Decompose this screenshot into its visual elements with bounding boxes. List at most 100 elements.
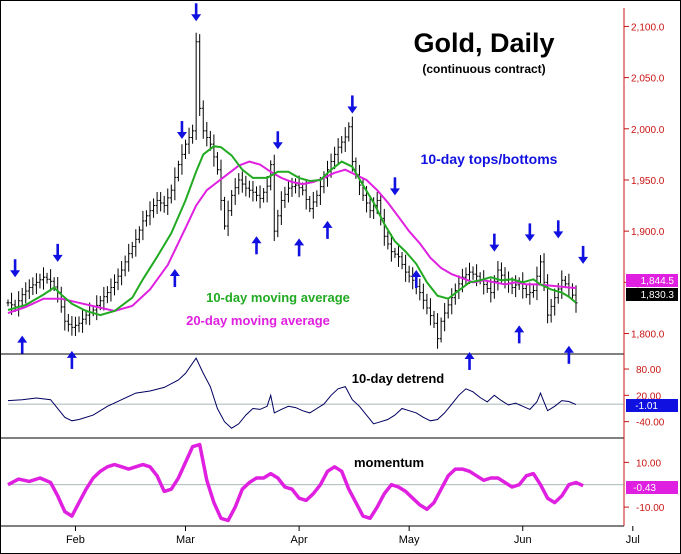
chart-title: Gold, Daily (413, 28, 554, 58)
x-axis-tick-label: Jul (626, 534, 640, 546)
price-bar (230, 190, 234, 216)
price-bar (127, 243, 131, 272)
price-bar (258, 185, 262, 209)
bottom-arrow (563, 345, 574, 364)
arrow-head (322, 220, 333, 228)
arrow-head (489, 244, 500, 252)
price-bar (24, 282, 28, 304)
momentum-line (7, 442, 584, 523)
x-axis: Feb Mar Apr May Jun Jul (66, 526, 640, 546)
x-axis-tick-label: May (399, 534, 420, 546)
price-bar (208, 130, 212, 151)
ma10-line (7, 145, 577, 317)
price-bar (187, 127, 191, 154)
bottom-arrow (17, 335, 28, 354)
price-bar (144, 210, 148, 227)
bottom-arrow (411, 270, 422, 289)
bottom-arrow (251, 236, 262, 255)
price-bar (421, 283, 425, 310)
ma10-label: 10-day moving average (206, 290, 350, 305)
price-bar (176, 160, 180, 182)
arrow-head (52, 254, 63, 262)
bottom-arrow (66, 350, 77, 369)
price-bar (105, 286, 109, 304)
price-bar (116, 268, 120, 291)
price-bar (6, 299, 10, 307)
bottom-arrow (322, 220, 333, 239)
top-arrow (10, 259, 21, 278)
price-axis-tick-label: 1,800.0 (631, 330, 665, 341)
arrow-head (169, 269, 180, 277)
x-axis-tick-label: Mar (176, 534, 195, 546)
price-axis-tick-label: 1,950.0 (631, 176, 665, 187)
price-bar (347, 122, 351, 142)
price-bar (130, 241, 134, 259)
price-bar (141, 210, 145, 241)
price-bar (524, 285, 528, 299)
arrow-head (411, 270, 422, 278)
bottom-arrow (514, 325, 525, 344)
price-bar (109, 278, 113, 302)
price-bar (432, 310, 436, 329)
price-bar (113, 274, 116, 296)
price-bar (539, 255, 542, 284)
tops-bottoms-label: 10-day tops/bottoms (421, 151, 558, 167)
top-arrow (191, 3, 202, 22)
price-bar (247, 180, 251, 198)
price-bar (134, 229, 138, 257)
price-axis-tick-label: 1,900.0 (631, 227, 665, 238)
price-bar (244, 175, 248, 197)
arrow-head (191, 14, 202, 22)
price-bar (535, 266, 539, 301)
price-bar (120, 261, 124, 286)
price-bar (336, 138, 340, 164)
price-bar (446, 299, 450, 319)
price-bar (276, 209, 280, 238)
momentum-badge: -0.43 (633, 483, 656, 494)
price-bar (439, 317, 443, 343)
price-bar (233, 178, 237, 205)
tops-bottoms-arrows (10, 3, 589, 370)
arrow-head (464, 351, 475, 359)
top-arrow (489, 233, 500, 252)
price-bar (464, 267, 468, 285)
price-bar (219, 159, 223, 211)
price-bar (201, 100, 205, 139)
price-bar (20, 287, 24, 308)
top-arrow (389, 177, 400, 196)
chart-subtitle: (continuous contract) (422, 62, 545, 76)
arrow-head (294, 238, 305, 246)
price-bar (255, 186, 258, 202)
price-bar (450, 288, 454, 315)
price-bar (184, 139, 187, 159)
price-bar (173, 167, 177, 201)
price-bar (81, 309, 85, 333)
arrow-head (10, 270, 21, 278)
price-bar (343, 127, 347, 152)
detrend-axis: 80.00 20.00 -40.00 (624, 365, 665, 429)
price-axis-tick-label: 2,100.0 (631, 22, 665, 33)
price-bar (404, 254, 408, 282)
price-bar (283, 186, 287, 208)
bottom-arrow (294, 238, 305, 257)
ma20-label: 20-day moving average (186, 313, 330, 328)
arrow-head (563, 345, 574, 353)
price-bar (42, 267, 45, 290)
arrow-head (578, 256, 589, 264)
price-bar (169, 184, 173, 204)
bottom-arrow (464, 351, 475, 370)
arrow-head (176, 132, 187, 140)
price-bar (152, 198, 156, 218)
arrow-head (66, 350, 77, 358)
detrend-axis-tick-label: -40.00 (636, 418, 665, 429)
price-bar (73, 316, 77, 336)
arrow-head (347, 106, 358, 114)
price-bar (428, 298, 432, 326)
price-bar (272, 154, 276, 242)
price-bar (226, 200, 230, 237)
top-arrow (176, 121, 187, 140)
price-bar (194, 32, 198, 140)
price-bar (215, 152, 219, 175)
detrend-line (7, 357, 577, 429)
